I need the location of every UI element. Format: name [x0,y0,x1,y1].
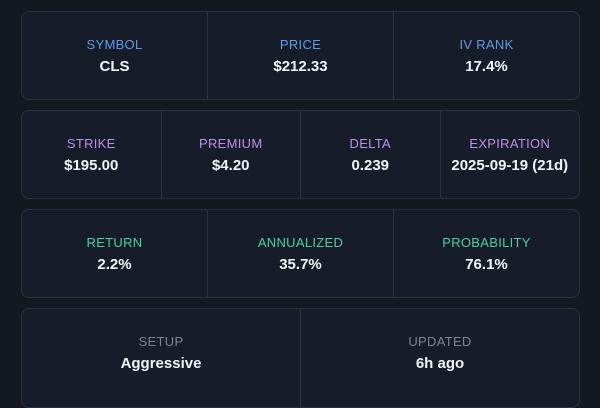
strike-label: STRIKE [66,135,116,151]
expiration-value: 2025-09-19 (21d) [451,156,569,174]
overview-panel: SYMBOL CLS PRICE $212.33 IV RANK 17.4% [21,11,580,100]
return-cell: RETURN 2.2% [22,210,207,297]
symbol-value: CLS [99,57,130,75]
symbol-cell: SYMBOL CLS [22,12,207,99]
expiration-cell: EXPIRATION 2025-09-19 (21d) [439,111,580,198]
probability-value: 76.1% [465,255,508,273]
delta-label: DELTA [349,135,391,151]
premium-value: $4.20 [211,156,250,174]
price-cell: PRICE $212.33 [207,12,393,99]
price-value: $212.33 [273,57,328,75]
probability-cell: PROBABILITY 76.1% [393,210,579,297]
return-value: 2.2% [97,255,132,273]
delta-cell: DELTA 0.239 [300,111,440,198]
delta-value: 0.239 [351,156,390,174]
iv-rank-label: IV RANK [459,36,514,52]
strike-cell: STRIKE $195.00 [22,111,161,198]
annualized-label: ANNUALIZED [257,234,344,250]
annualized-value: 35.7% [279,255,322,273]
probability-label: PROBABILITY [442,234,531,250]
premium-cell: PREMIUM $4.20 [160,111,301,198]
annualized-cell: ANNUALIZED 35.7% [207,210,393,297]
iv-rank-value: 17.4% [465,57,508,75]
updated-cell: UPDATED 6h ago [300,309,579,407]
setup-value: Aggressive [120,355,202,372]
symbol-label: SYMBOL [86,36,143,52]
strike-value: $195.00 [64,156,119,174]
return-label: RETURN [86,234,143,250]
meta-panel: SETUP Aggressive UPDATED 6h ago [21,308,580,408]
updated-label: UPDATED [408,334,472,349]
expiration-label: EXPIRATION [469,135,551,151]
option-details-panel: STRIKE $195.00 PREMIUM $4.20 DELTA 0.239… [21,110,580,199]
iv-rank-cell: IV RANK 17.4% [393,12,579,99]
price-label: PRICE [279,36,322,52]
setup-label: SETUP [138,334,184,349]
setup-cell: SETUP Aggressive [22,309,300,407]
premium-label: PREMIUM [199,135,263,151]
updated-value: 6h ago [415,355,465,372]
returns-panel: RETURN 2.2% ANNUALIZED 35.7% PROBABILITY… [21,209,580,298]
